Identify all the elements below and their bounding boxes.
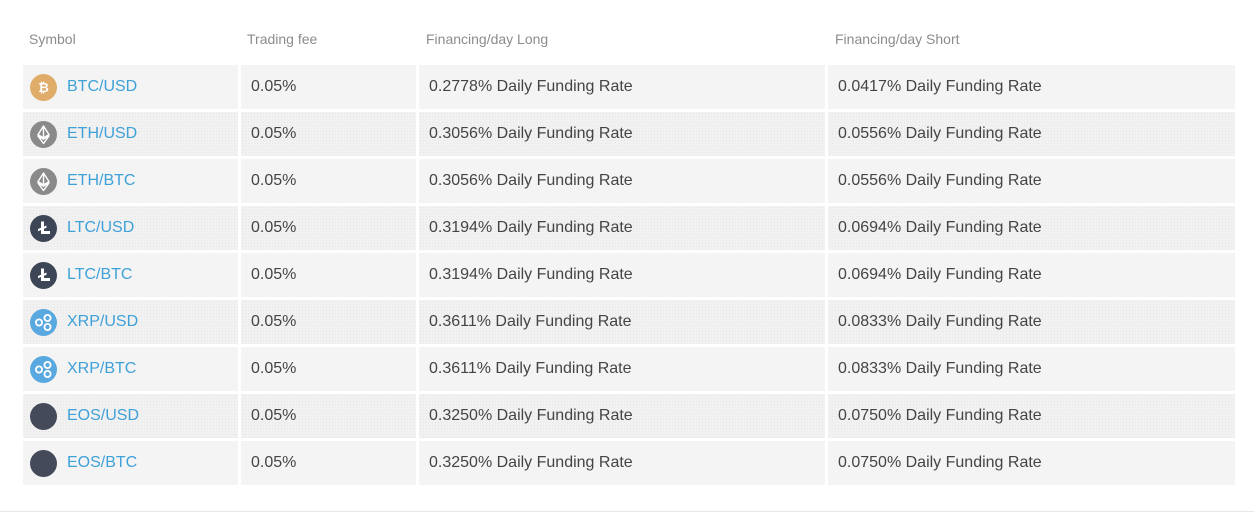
financing-short-cell: 0.0750% Daily Funding Rate [828, 441, 1235, 485]
eth-icon [30, 120, 57, 148]
header-trading-fee: Trading fee [247, 31, 318, 47]
financing-long-cell: 0.3056% Daily Funding Rate [419, 159, 825, 203]
financing-short-cell: 0.0833% Daily Funding Rate [828, 300, 1235, 344]
divider [0, 511, 1254, 512]
symbol-link[interactable]: EOS/USD [67, 407, 140, 424]
xrp-icon [30, 355, 57, 383]
financing-short-cell: 0.0833% Daily Funding Rate [828, 347, 1235, 391]
financing-short-cell: 0.0750% Daily Funding Rate [828, 394, 1235, 438]
financing-short-cell: 0.0556% Daily Funding Rate [828, 159, 1235, 203]
financing-long-cell: 0.3611% Daily Funding Rate [419, 300, 825, 344]
ltc-icon [30, 261, 57, 289]
financing-long-cell: 0.3250% Daily Funding Rate [419, 441, 825, 485]
header-financing-short: Financing/day Short [835, 31, 960, 47]
trading-fee-cell: 0.05% [241, 253, 416, 297]
trading-fee-cell: 0.05% [241, 441, 416, 485]
header-financing-long: Financing/day Long [426, 31, 549, 47]
symbol-cell: XRP/USD [23, 300, 238, 344]
trading-fee-cell: 0.05% [241, 347, 416, 391]
symbol-link[interactable]: XRP/USD [67, 313, 139, 330]
financing-long-cell: 0.2778% Daily Funding Rate [419, 65, 825, 109]
trading-fee-cell: 0.05% [241, 159, 416, 203]
trading-fee-cell: 0.05% [241, 206, 416, 250]
symbol-cell: LTC/BTC [23, 253, 238, 297]
symbol-cell: LTC/USD [23, 206, 238, 250]
symbol-cell: EOS/USD [23, 394, 238, 438]
ltc-icon [30, 214, 57, 242]
trading-fee-cell: 0.05% [241, 394, 416, 438]
symbol-cell: ETH/USD [23, 112, 238, 156]
symbol-cell: XRP/BTC [23, 347, 238, 391]
symbol-link[interactable]: BTC/USD [67, 78, 138, 95]
symbol-link[interactable]: ETH/USD [67, 125, 138, 142]
symbol-cell: ₿ BTC/USD [23, 65, 238, 109]
svg-text:₿: ₿ [38, 81, 49, 96]
table-row: ₿ BTC/USD 0.05% 0.2778% Daily Funding Rate 0… [23, 65, 1235, 109]
financing-long-cell: 0.3194% Daily Funding Rate [419, 253, 825, 297]
eos-icon [30, 449, 57, 477]
trading-fee-cell: 0.05% [241, 112, 416, 156]
symbol-link[interactable]: LTC/USD [67, 219, 135, 236]
table-row: EOS/BTC 0.05% 0.3250% Daily Funding Rate 0.… [23, 441, 1235, 485]
table-row: LTC/USD 0.05% 0.3194% Daily Funding Rate 0.… [23, 206, 1235, 250]
symbol-link[interactable]: EOS/BTC [67, 454, 138, 471]
financing-short-cell: 0.0694% Daily Funding Rate [828, 253, 1235, 297]
xrp-icon [30, 308, 57, 336]
symbol-cell: EOS/BTC [23, 441, 238, 485]
btc-icon: ₿ [30, 73, 57, 101]
trading-fee-cell: 0.05% [241, 300, 416, 344]
symbol-link[interactable]: ETH/BTC [67, 172, 136, 189]
table-body: ₿ BTC/USD 0.05% 0.2778% Daily Funding Rate 0… [23, 65, 1235, 488]
financing-long-cell: 0.3194% Daily Funding Rate [419, 206, 825, 250]
eos-icon [30, 402, 57, 430]
table-row: XRP/BTC 0.05% 0.3611% Daily Funding Rate 0.… [23, 347, 1235, 391]
table-header: Symbol Trading fee Financing/day Long Fi… [0, 0, 1254, 64]
trading-fee-cell: 0.05% [241, 65, 416, 109]
financing-long-cell: 0.3611% Daily Funding Rate [419, 347, 825, 391]
financing-short-cell: 0.0417% Daily Funding Rate [828, 65, 1235, 109]
table-row: XRP/USD 0.05% 0.3611% Daily Funding Rate 0.… [23, 300, 1235, 344]
financing-long-cell: 0.3056% Daily Funding Rate [419, 112, 825, 156]
eth-icon [30, 167, 57, 195]
financing-long-cell: 0.3250% Daily Funding Rate [419, 394, 825, 438]
financing-short-cell: 0.0694% Daily Funding Rate [828, 206, 1235, 250]
financing-short-cell: 0.0556% Daily Funding Rate [828, 112, 1235, 156]
table-row: ETH/USD 0.05% 0.3056% Daily Funding Rate 0.… [23, 112, 1235, 156]
symbol-cell: ETH/BTC [23, 159, 238, 203]
symbol-link[interactable]: XRP/BTC [67, 360, 137, 377]
header-symbol: Symbol [29, 31, 76, 47]
table-row: ETH/BTC 0.05% 0.3056% Daily Funding Rate 0.… [23, 159, 1235, 203]
symbol-link[interactable]: LTC/BTC [67, 266, 133, 283]
table-row: LTC/BTC 0.05% 0.3194% Daily Funding Rate 0.… [23, 253, 1235, 297]
table-row: EOS/USD 0.05% 0.3250% Daily Funding Rate 0.… [23, 394, 1235, 438]
